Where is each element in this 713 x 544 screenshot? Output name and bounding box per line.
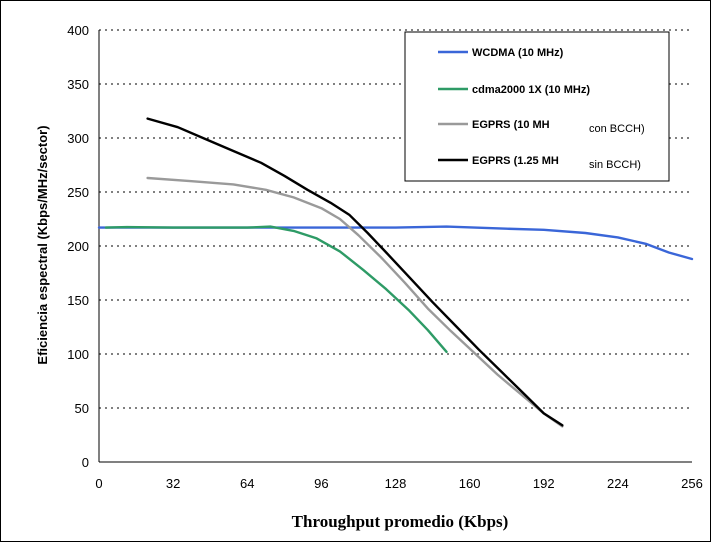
- series-line-4: [146, 117, 564, 427]
- legend-label-3: EGPRS (10 MH: [472, 119, 550, 131]
- x-tick-label-224: 224: [607, 476, 629, 491]
- legend-label-1: WCDMA (10 MHz): [472, 47, 564, 59]
- x-tick-label-32: 32: [166, 476, 180, 491]
- x-tick-label-64: 64: [240, 476, 254, 491]
- legend: WCDMA (10 MHz) cdma2000 1X (10 MHz) EGPRS …: [404, 31, 670, 182]
- x-tick-label-0: 0: [95, 476, 102, 491]
- legend-label-4: EGPRS (1.25 MH: [472, 155, 559, 167]
- series-line-3: [146, 176, 564, 428]
- legend-label-2: cdma2000 1X (10 MHz): [472, 84, 590, 96]
- x-tick-label-256: 256: [681, 476, 703, 491]
- legend-box: [404, 31, 670, 182]
- series-line-1: [97, 225, 694, 261]
- y-tick-label-250: 250: [67, 185, 89, 200]
- x-axis-label: Throughput promedio (Kbps): [292, 512, 509, 531]
- y-tick-label-100: 100: [67, 347, 89, 362]
- y-axis-label: Eficiencia espectral (Kbps/MHz/sector): [35, 125, 50, 364]
- y-tick-label-300: 300: [67, 131, 89, 146]
- y-tick-label-150: 150: [67, 293, 89, 308]
- y-tick-label-400: 400: [67, 23, 89, 38]
- axes: [98, 30, 692, 463]
- series-line-2: [104, 225, 448, 353]
- series-lines: [97, 117, 694, 428]
- x-tick-label-192: 192: [533, 476, 555, 491]
- y-tick-label-200: 200: [67, 239, 89, 254]
- x-tick-label-96: 96: [314, 476, 328, 491]
- legend-label-suffix-4: sin BCCH): [589, 159, 641, 171]
- y-tick-labels: 0 50 100 150 200 250 300 350 400: [67, 23, 89, 470]
- y-tick-label-0: 0: [82, 455, 89, 470]
- x-tick-label-160: 160: [459, 476, 481, 491]
- y-tick-label-50: 50: [75, 401, 89, 416]
- legend-label-suffix-3: con BCCH): [589, 123, 645, 135]
- x-tick-label-128: 128: [385, 476, 407, 491]
- y-tick-label-350: 350: [67, 77, 89, 92]
- x-tick-labels: 0 32 64 96 128 160 192 224 256: [95, 476, 702, 491]
